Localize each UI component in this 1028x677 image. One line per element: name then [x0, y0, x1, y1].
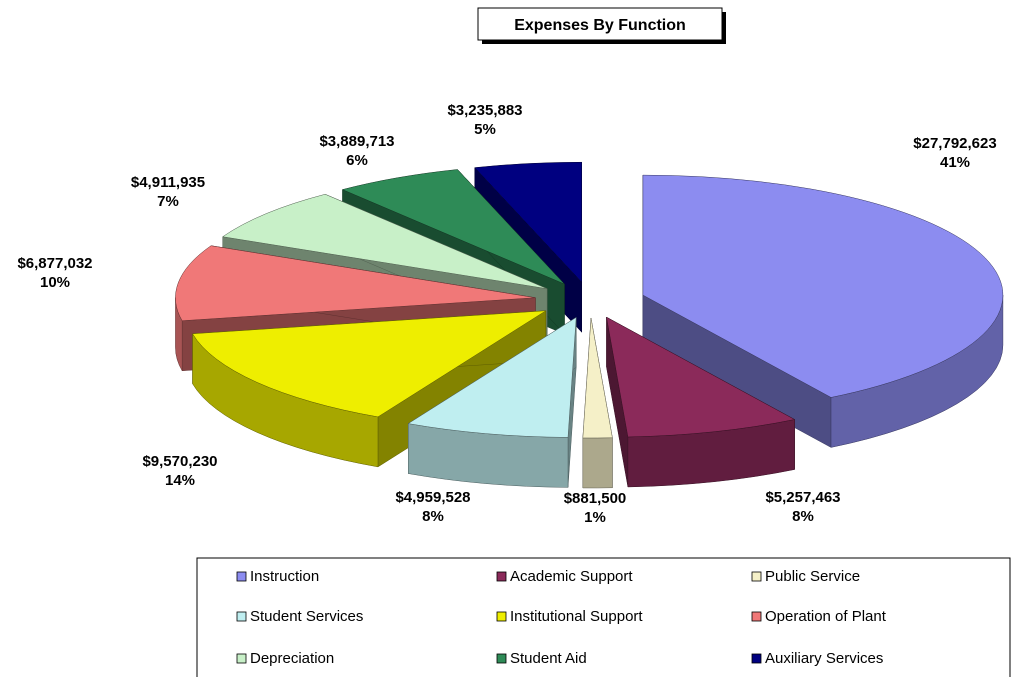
slice: [222, 193, 548, 289]
legend-swatch: [751, 653, 762, 664]
slice: [341, 169, 565, 285]
data-label-percent: 7%: [157, 193, 179, 210]
legend-label: Public Service: [765, 568, 860, 585]
legend-label: Operation of Plant: [765, 608, 887, 625]
title-box: [477, 7, 723, 41]
data-label-percent: 5%: [474, 121, 496, 138]
data-label: $27,792,623: [913, 135, 996, 152]
legend-swatch: [236, 571, 247, 582]
data-label-percent: 6%: [346, 152, 368, 169]
legend-swatch: [751, 571, 762, 582]
slice: [407, 316, 577, 438]
data-label: $881,500: [564, 490, 627, 507]
slice-side: [582, 437, 613, 489]
data-label: $4,959,528: [395, 489, 470, 506]
slice: [474, 161, 582, 283]
data-label: $4,911,935: [131, 174, 205, 191]
legend-swatch: [236, 653, 247, 664]
legend-swatch: [236, 611, 247, 622]
legend-box: [196, 557, 1011, 677]
legend-label: Institutional Support: [510, 608, 643, 625]
data-label: $6,877,032: [17, 255, 92, 272]
data-label-percent: 10%: [40, 274, 70, 291]
legend-swatch: [751, 611, 762, 622]
legend-swatch: [496, 653, 507, 664]
data-label-percent: 14%: [165, 472, 195, 489]
legend-swatch: [496, 571, 507, 582]
data-label-percent: 1%: [584, 509, 606, 526]
data-label: $3,235,883: [447, 102, 522, 119]
slice: [606, 316, 796, 438]
data-label-percent: 41%: [940, 154, 970, 171]
chart-title: Expenses By Function: [514, 17, 686, 34]
legend-label: Student Services: [250, 608, 363, 625]
slice: [582, 317, 613, 439]
legend-label: Auxiliary Services: [765, 650, 883, 667]
slice: [192, 310, 546, 418]
legend-label: Depreciation: [250, 650, 334, 667]
data-label-percent: 8%: [422, 508, 444, 525]
legend-label: Academic Support: [510, 568, 633, 585]
legend-label: Student Aid: [510, 650, 587, 667]
data-label: $5,257,463: [765, 489, 840, 506]
slice: [175, 245, 536, 321]
data-label: $9,570,230: [142, 453, 217, 470]
pie: [175, 161, 1004, 489]
slice: [642, 174, 1004, 398]
legend-label: Instruction: [250, 568, 319, 585]
data-label-percent: 8%: [792, 508, 814, 525]
data-label: $3,889,713: [319, 133, 394, 150]
legend-swatch: [496, 611, 507, 622]
